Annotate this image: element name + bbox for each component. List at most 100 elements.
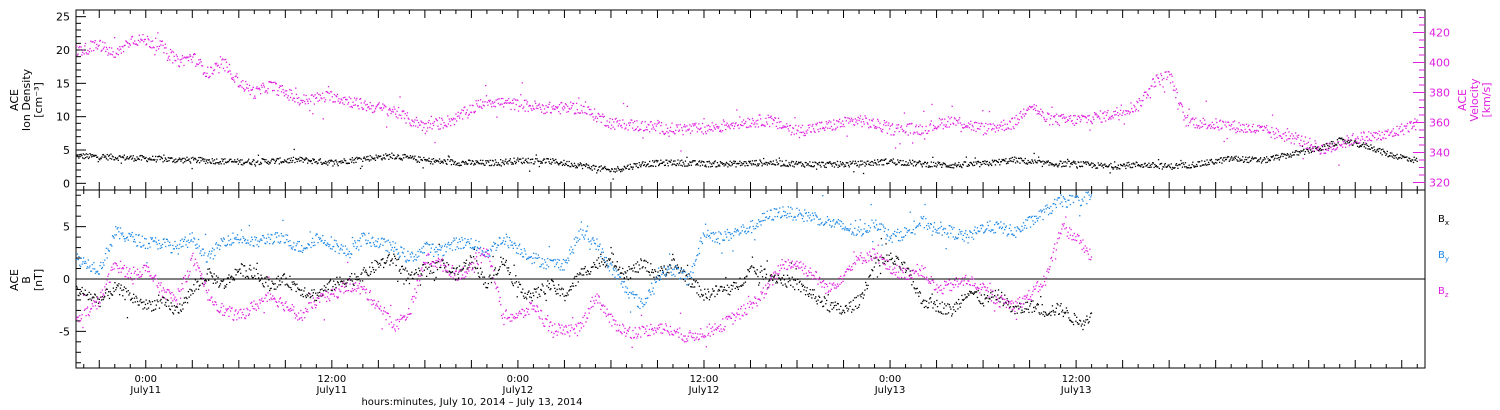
bx-point [126, 317, 129, 319]
bx-point [304, 295, 307, 297]
density-point [308, 160, 310, 162]
density-point [193, 159, 195, 161]
bx-point [602, 264, 604, 266]
density-point [294, 161, 296, 164]
density-point [956, 166, 958, 168]
bx-point [508, 267, 510, 269]
density-point [397, 154, 399, 156]
velocity-point [461, 109, 463, 111]
velocity-point [1088, 115, 1090, 117]
density-point [992, 161, 994, 163]
velocity-point [867, 123, 869, 125]
bx-point [751, 265, 753, 267]
velocity-point [684, 124, 686, 126]
bx-point [782, 284, 784, 286]
velocity-point [874, 127, 876, 129]
density-point [1077, 161, 1079, 163]
velocity-point [1401, 130, 1403, 132]
density-point [845, 165, 847, 167]
bx-point [392, 262, 394, 264]
velocity-point [199, 58, 201, 61]
density-point [1137, 164, 1140, 166]
b-field-tick-label: 5 [63, 221, 70, 234]
bx-point [642, 266, 644, 268]
velocity-point [778, 121, 780, 123]
density-point [926, 161, 929, 164]
velocity-point [1288, 131, 1290, 133]
velocity-point [783, 125, 786, 127]
velocity-point [306, 98, 308, 101]
density-point [324, 160, 327, 163]
density-point [356, 158, 359, 160]
density-point [567, 164, 569, 167]
bx-point [342, 282, 344, 285]
velocity-point [122, 51, 125, 53]
velocity-point [141, 39, 143, 41]
velocity-point [820, 122, 822, 124]
velocity-point [458, 115, 460, 117]
density-point [140, 159, 143, 161]
density-point [346, 162, 348, 165]
bx-point [569, 286, 572, 288]
density-point [537, 160, 539, 162]
bx-point [448, 270, 450, 272]
velocity-point [886, 121, 888, 123]
density-point [908, 164, 910, 166]
density-point [330, 159, 333, 161]
density-point [568, 160, 570, 163]
density-point [166, 160, 168, 162]
bx-point [586, 270, 589, 272]
velocity-point [961, 124, 963, 126]
density-point [549, 162, 551, 165]
density-point [868, 163, 870, 165]
bx-point [590, 271, 592, 273]
bx-point [172, 313, 175, 315]
velocity-point [325, 91, 327, 93]
density-point [107, 159, 109, 161]
bx-point [816, 303, 818, 305]
bx-point [603, 259, 605, 261]
density-point [293, 148, 295, 151]
velocity-point [191, 61, 193, 63]
density-point [836, 160, 839, 163]
velocity-point [138, 34, 140, 36]
density-point [434, 161, 436, 163]
velocity-point [767, 114, 769, 116]
density-point [508, 160, 510, 162]
velocity-point [338, 98, 340, 100]
density-point [1175, 163, 1178, 165]
density-point [948, 166, 950, 168]
density-point [819, 164, 821, 166]
velocity-point [355, 99, 357, 101]
velocity-point [967, 122, 970, 124]
density-point [1404, 156, 1406, 158]
density-point [425, 160, 427, 162]
velocity-point [486, 101, 488, 103]
density-point [390, 156, 392, 159]
density-point [821, 161, 823, 163]
density-point [1379, 147, 1381, 150]
density-point [1005, 163, 1008, 165]
bx-point [489, 274, 491, 276]
velocity-point [672, 131, 675, 133]
bx-point [445, 271, 447, 273]
bx-point [147, 307, 150, 309]
bx-point [795, 268, 797, 270]
velocity-point [1238, 122, 1240, 124]
bx-point [633, 264, 635, 266]
bx-point [396, 259, 398, 261]
bx-point [101, 299, 103, 301]
density-point [563, 159, 565, 162]
velocity-point [488, 101, 491, 103]
bx-point [451, 271, 453, 274]
density-point [180, 160, 182, 162]
velocity-point [904, 132, 906, 134]
density-point [700, 161, 702, 164]
density-point [1289, 153, 1292, 155]
density-point [312, 158, 314, 160]
density-point [276, 158, 278, 160]
velocity-point [512, 102, 514, 104]
velocity-point [566, 111, 568, 113]
velocity-point [1064, 117, 1066, 120]
density-point [1063, 161, 1065, 163]
